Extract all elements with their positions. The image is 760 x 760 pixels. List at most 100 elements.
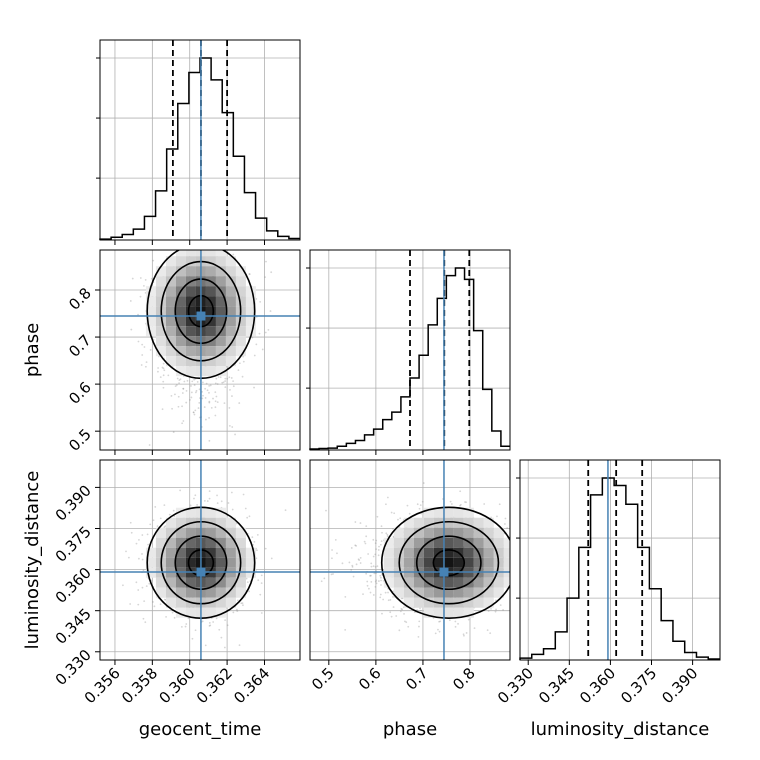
scatter-point [240,602,243,605]
scatter-point [215,395,218,398]
density-cell [165,527,176,538]
scatter-point [182,387,185,390]
scatter-point [244,507,247,510]
scatter-point [401,608,404,611]
density-cell [413,577,424,588]
scatter-point [486,629,489,632]
scatter-point [258,332,261,335]
scatter-point [235,608,238,611]
scatter-point [191,380,194,383]
density-cell [185,346,196,357]
scatter-point [214,400,217,403]
scatter-point [495,608,497,611]
density-cell [225,306,236,317]
density-cell [433,577,444,588]
scatter-point [164,525,167,528]
scatter-point [163,598,166,601]
y-tick-label: 0.7 [65,331,95,361]
scatter-point [224,380,227,382]
scatter-point [438,620,440,623]
density-cell [165,306,176,317]
scatter-point [459,503,462,506]
density-cell [483,547,494,558]
scatter-point [182,420,185,422]
scatter-point [379,596,382,599]
scatter-point [190,391,193,394]
density-cell [235,577,246,588]
scatter-point [392,590,395,593]
histogram-step-phase [309,267,510,450]
scatter-point [376,515,379,518]
scatter-point [400,607,403,610]
density-cell [483,557,494,568]
x-tick-label: 0.356 [81,664,124,707]
x-axis-label-luminosity_distance: luminosity_distance [531,719,710,740]
scatter-point [216,494,218,497]
density-cell [165,356,176,367]
density-cell [473,517,484,528]
density-cell [225,336,236,347]
density-cell [185,256,196,267]
density-cell [185,266,196,277]
scatter-point [464,501,466,503]
scatter-point [358,559,361,562]
scatter-point [365,535,368,538]
scatter-point [331,549,333,551]
density-cell [165,276,176,287]
density-cell [503,547,510,558]
scatter-point [163,504,166,507]
scatter-point [459,490,462,493]
histogram-panel-geocent_time [96,39,301,241]
scatter-point [194,409,197,412]
scatter-point [175,384,178,386]
scatter-point [389,611,392,614]
scatter-point [208,391,210,394]
density-cell [245,557,256,568]
density-cell [423,547,434,558]
scatter-point [214,391,217,394]
density-cell [453,507,464,518]
y-tick-label: 0.390 [52,481,95,524]
scatter-point [142,617,145,620]
scatter-point [422,482,425,484]
density-cell [205,366,216,377]
scatter-point [237,369,240,372]
scatter-point [141,586,144,589]
scatter-point [170,395,173,397]
scatter-point [236,610,239,612]
scatter-point [234,433,236,436]
density-cell [423,597,434,608]
density-cell [175,527,186,538]
scatter-point [201,397,204,400]
scatter-point [216,502,219,505]
scatter-point [157,370,159,373]
scatter-point [130,328,133,331]
density-cell [185,537,196,548]
contour-level-1 [415,535,482,591]
scatter-point [407,625,410,628]
density-cell [225,557,236,568]
scatter-point [344,628,347,631]
density-cell [175,587,186,598]
density-cell [423,517,434,528]
scatter-point [374,565,377,568]
panel-frame [99,39,301,241]
scatter-point [162,386,165,389]
density-cell [235,587,246,598]
density-cell [215,517,226,528]
scatter-point [420,512,423,515]
scatter-point [257,579,260,582]
density-cell [175,306,186,317]
scatter-point [181,392,184,394]
density-cell [473,557,484,568]
density-cell [463,547,474,558]
scatter-point [212,397,214,400]
scatter-point [390,511,393,514]
density-cell [235,326,246,337]
density-cell [215,336,226,347]
scatter-point [144,279,147,281]
scatter-point [210,406,213,409]
scatter-point [138,538,140,541]
y-tick-label: 0.330 [52,646,95,689]
y-tick-label: 0.375 [52,523,95,566]
